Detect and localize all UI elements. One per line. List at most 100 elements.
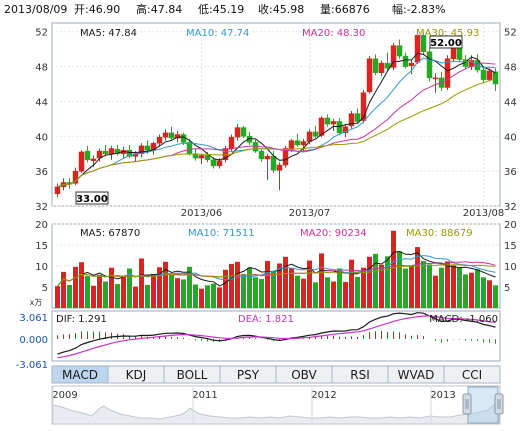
candle-body [84,150,91,161]
volume-y-tick-right: 10 [504,262,517,273]
volume-bar [277,263,282,308]
candle-body [72,170,79,184]
navigator-right-handle[interactable] [494,393,504,415]
quote-close: 收:45.98 [258,2,304,16]
candle-body [432,77,439,80]
candle-body [258,150,265,160]
volume-bar [73,266,78,308]
tab-label[interactable]: KDJ [126,368,147,382]
tab-macd[interactable]: MACD [51,365,109,384]
candle-body [216,160,223,167]
navigator-year-label: 2009 [52,390,77,401]
tab-label[interactable]: BOLL [177,368,208,382]
volume-bar [133,286,138,308]
candle-body [414,34,421,63]
candle-body [114,149,121,154]
navigator-left-handle[interactable] [462,393,472,415]
volume-bar [217,287,222,308]
price-y-tick-left: 44 [35,97,48,108]
volume-bar [103,281,108,308]
tab-rsi[interactable]: RSI [331,365,389,384]
macd-y-axis: 3.061 0.000 -3.061 [16,313,48,371]
volume-bar [223,269,228,308]
volume-legend-ma5: MA5: 67870 [80,228,140,239]
tab-psy[interactable]: PSY [219,365,277,384]
candle-body [270,156,277,171]
tab-label[interactable]: OBV [291,368,317,382]
tab-background[interactable] [443,365,501,384]
quote-low: 低:45.19 [198,3,244,16]
volume-bar [379,264,384,308]
candle-body [402,55,409,67]
volume-bar [79,262,84,308]
volume-bar [463,274,468,308]
tab-label[interactable]: RSI [350,368,370,382]
candle-body [342,126,349,134]
volume-bar [61,271,66,308]
candle-body [390,45,397,68]
volume-bar [187,266,192,308]
candle-body [78,151,85,172]
volume-bar [427,264,432,308]
volume-y-tick-right: 5 [504,283,510,294]
low-price-label: 33.00 [76,194,108,205]
price-y-tick-right: 40 [504,132,517,143]
tab-label[interactable]: MACD [62,368,98,382]
quote-date: 2013/08/09 [4,3,67,16]
volume-bar [271,271,276,308]
candle-body [330,121,337,125]
candle-body [90,158,97,161]
indicator-tabs: MACD KDJ BOLL PSY OBV RSI WVAD CCI [51,365,501,384]
price-y-tick-left: 52 [35,28,48,39]
candle-body [492,71,499,85]
macd-legend: DIF: 1.291 DEA: 1.821 MACD: -1.060 [56,314,498,325]
tab-obv[interactable]: OBV [275,365,333,384]
tab-label[interactable]: CCI [462,368,482,382]
tab-kdj[interactable]: KDJ [107,365,165,384]
volume-bar [433,275,438,308]
volume-bar [421,260,426,308]
volume-moving-averages [57,250,496,287]
candle-body [384,62,391,69]
candle-body [312,131,319,137]
price-y-tick-left: 32 [35,202,48,213]
volume-bar [169,274,174,308]
volume-bar [229,263,234,308]
macd-panel: 3.061 0.000 -3.061 DIF: 1.291 DEA: 1.821 MAC… [16,310,501,371]
price-x-tick: 2013/06 [181,208,223,219]
volume-bar [247,267,252,308]
candle-body [156,136,163,144]
low-price-box [75,191,109,205]
volume-bar [385,256,390,308]
candle-body [444,58,451,88]
macd-legend-item: MACD: -1.060 [429,314,498,325]
macd-histogram [57,331,496,344]
tab-label[interactable]: PSY [237,368,260,382]
candle-body [318,117,325,136]
tab-boll[interactable]: BOLL [163,365,221,384]
navigator-selection[interactable] [467,386,499,424]
candle-body [210,159,217,167]
candle-body [408,62,415,66]
price-grid [52,23,500,207]
volume-bar [145,284,150,308]
volume-bar [85,276,90,308]
quote-open: 开:46.90 [74,3,120,16]
volume-ma-10-line [57,255,496,287]
price-y-tick-right: 32 [504,202,517,213]
volume-bar [253,277,258,308]
price-legend: MA5: 47.84 MA10: 47.74 MA20: 48.30 MA30: 45… [80,28,479,39]
volume-bar [265,260,270,308]
candle-body [198,155,205,159]
candle-body [264,156,271,160]
macd-lines [57,312,496,359]
tab-cci[interactable]: CCI [443,365,501,384]
tab-wvad[interactable]: WVAD [387,365,445,384]
navigator-price-history [52,403,500,425]
quote-change: 幅:-2.83% [392,3,446,16]
price-panel-frame [51,22,501,207]
candle-body [294,140,301,146]
macd-legend-item: DIF: 1.291 [56,314,107,325]
tab-label[interactable]: WVAD [398,368,435,382]
